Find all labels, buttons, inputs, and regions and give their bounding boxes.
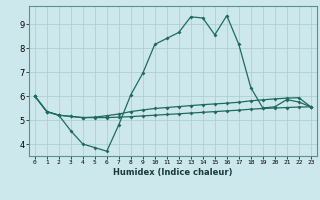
X-axis label: Humidex (Indice chaleur): Humidex (Indice chaleur) xyxy=(113,168,233,177)
